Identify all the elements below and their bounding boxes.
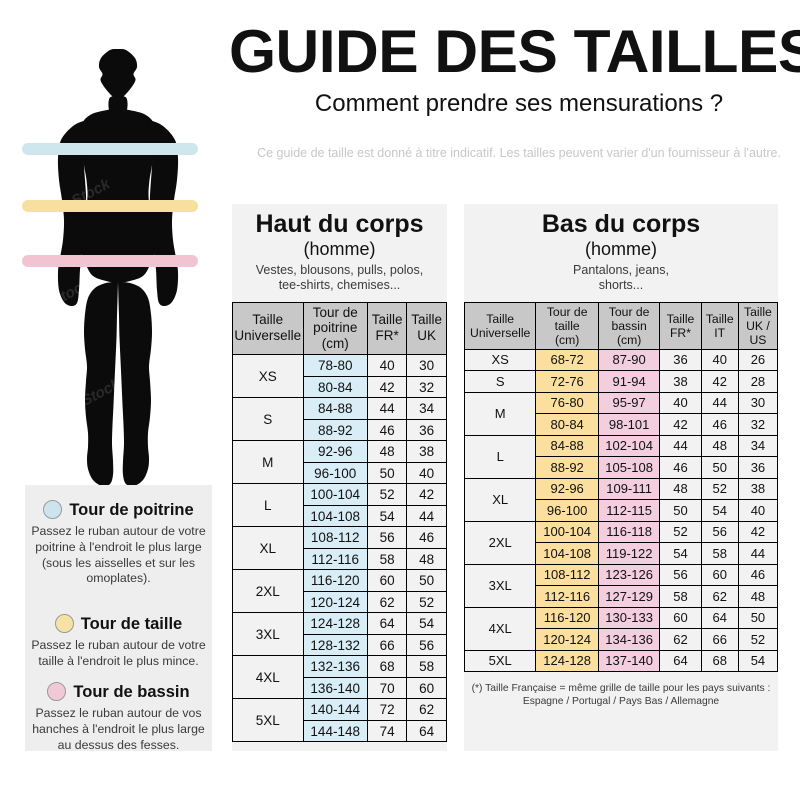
svg-text:Adobe Stock: Adobe Stock: [3, 275, 93, 334]
svg-text:Adobe Stock: Adobe Stock: [0, 0, 83, 34]
